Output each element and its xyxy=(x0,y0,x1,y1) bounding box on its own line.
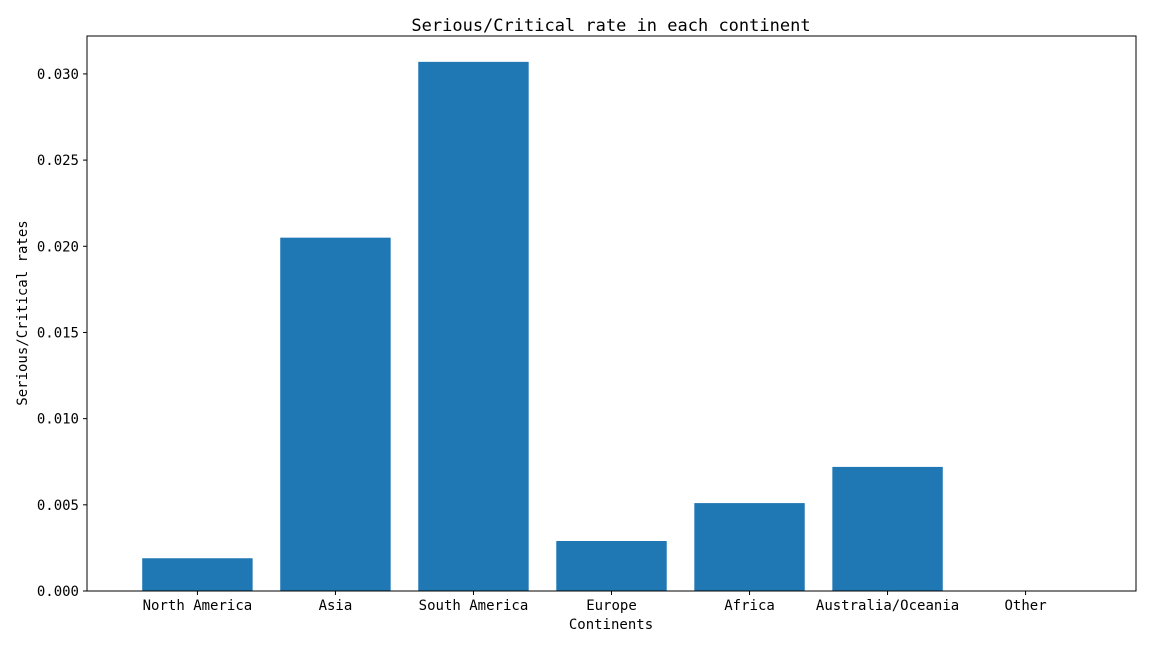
y-tick-label: 0.020 xyxy=(37,239,79,255)
bar-europe xyxy=(556,541,667,591)
y-tick-label: 0.015 xyxy=(37,325,79,341)
bar-south-america xyxy=(418,61,529,591)
y-tick-label: 0.010 xyxy=(37,412,79,428)
x-tick-label: Other xyxy=(1005,598,1047,614)
x-tick-label: Australia/Oceania xyxy=(816,598,959,614)
x-tick-label: Europe xyxy=(586,598,637,614)
x-tick-label: South America xyxy=(419,598,529,614)
bar-australia-oceania xyxy=(832,466,943,591)
bar-north-america xyxy=(142,558,253,591)
x-axis-label: Continents xyxy=(569,617,653,633)
chart-title: Serious/Critical rate in each continent xyxy=(411,16,810,36)
x-tick-label: Asia xyxy=(319,598,353,614)
y-tick-label: 0.025 xyxy=(37,153,79,169)
bars-group xyxy=(142,61,943,591)
bar-africa xyxy=(694,503,805,591)
x-tick-label: North America xyxy=(143,598,253,614)
plot-frame xyxy=(86,35,1137,592)
x-axis-ticks: North America Asia South America Europe Afri… xyxy=(143,591,1047,614)
y-tick-label: 0.005 xyxy=(37,498,79,514)
y-axis-label: Serious/Critical rates xyxy=(15,220,31,405)
y-axis-ticks: 0.000 0.005 0.010 0.015 0.020 0.025 0.030 xyxy=(37,67,87,600)
x-tick-label: Africa xyxy=(724,598,775,614)
y-tick-label: 0.030 xyxy=(37,67,79,83)
y-tick-label: 0.000 xyxy=(37,584,79,600)
bar-asia xyxy=(280,237,391,591)
